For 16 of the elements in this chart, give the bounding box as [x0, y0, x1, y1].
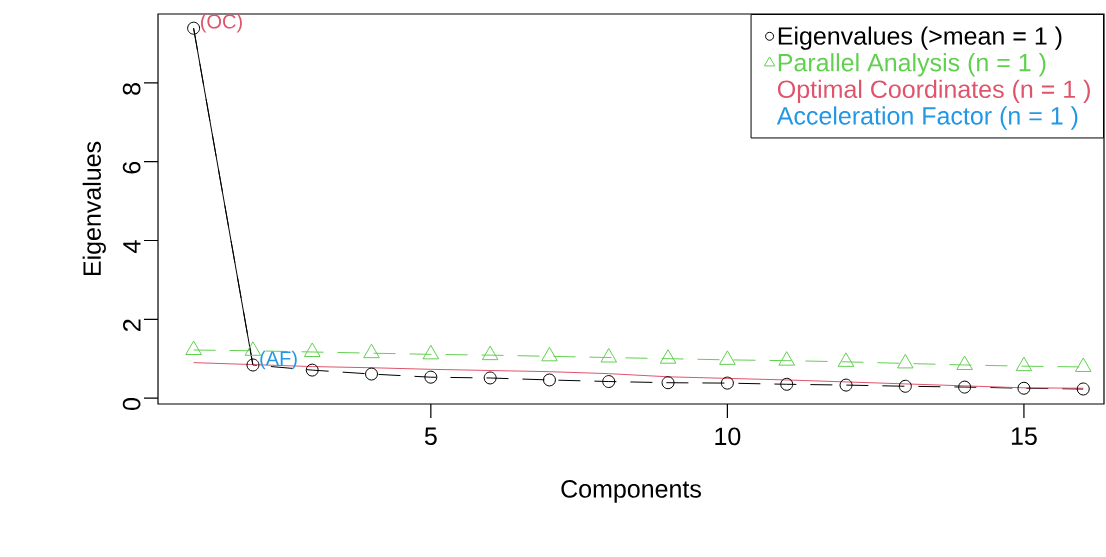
x-tick-label: 5 — [424, 427, 437, 445]
annotation: Acceleration Factor (n = 1 ) — [776, 106, 1078, 130]
x-tick-label: 15 — [1011, 427, 1037, 445]
y-tick-label: 6 — [122, 161, 141, 174]
x-tick-label: 10 — [715, 427, 741, 446]
legend-label: Parallel Analysis (n = 1 ) — [778, 53, 1046, 77]
y-tick-label: 4 — [123, 240, 141, 253]
annotation: (AF) — [260, 350, 297, 370]
text: Optimal Coordinates (n = 1 ) — [777, 79, 1090, 104]
legend-label: Eigenvalues (>mean = 1 ) — [778, 26, 1062, 50]
y-axis-title: Eigenvalues — [82, 141, 106, 276]
x-axis-title: Components — [561, 480, 701, 503]
annotation: (OC) — [201, 13, 242, 33]
y-tick-label: 8 — [122, 83, 141, 95]
y-tick-label: 2 — [123, 319, 141, 331]
y-tick-label: 0 — [122, 398, 141, 411]
